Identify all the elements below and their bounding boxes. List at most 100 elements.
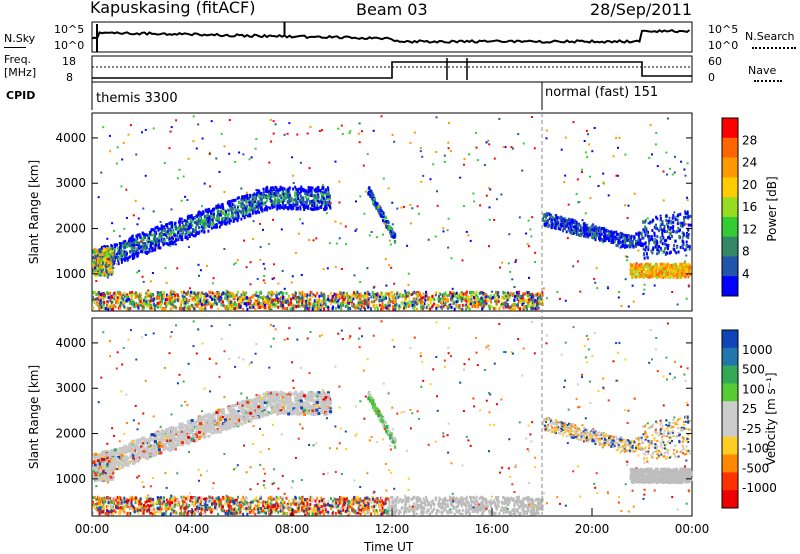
echo-cell (150, 306, 153, 310)
echo-cell (526, 291, 529, 295)
echo-cell (296, 300, 298, 304)
echo-cell (181, 238, 184, 242)
echo-cell (126, 307, 129, 311)
echo-cell (219, 210, 222, 214)
echo-cell (105, 261, 108, 265)
echo-cell (377, 209, 380, 213)
echo-cell (106, 251, 108, 255)
echo-cell (218, 221, 221, 225)
echo-cell (340, 268, 343, 270)
echo-cell (95, 280, 98, 283)
echo-cell (322, 297, 325, 301)
echo-cell (271, 303, 274, 307)
echo-cell (96, 302, 99, 306)
echo-cell (449, 291, 452, 295)
echo-cell (523, 305, 526, 309)
echo-cell (284, 299, 287, 303)
echo-cell (109, 150, 112, 153)
echo-cell (509, 307, 512, 311)
echo-cell (406, 301, 409, 305)
echo-cell (671, 235, 673, 238)
echo-cell (201, 291, 204, 295)
echo-cell (92, 256, 95, 260)
echo-cell (254, 197, 257, 201)
echo-cell (671, 173, 674, 176)
echo-cell (130, 246, 133, 250)
echo-cell (437, 295, 440, 299)
echo-cell (327, 190, 330, 194)
echo-cell (188, 299, 191, 302)
echo-cell (106, 270, 108, 274)
echo-cell (237, 214, 240, 217)
echo-cell (299, 207, 302, 211)
echo-cell (689, 214, 692, 218)
echo-cell (286, 189, 289, 193)
echo-cell (127, 133, 130, 136)
echo-cell (254, 147, 257, 150)
echo-cell (223, 191, 226, 193)
echo-cell (228, 301, 231, 305)
echo-cell (657, 229, 660, 233)
echo-cell (240, 202, 243, 206)
echo-cell (144, 128, 147, 131)
echo-cell (632, 244, 635, 248)
echo-cell (133, 292, 136, 296)
echo-cell (118, 248, 121, 252)
echo-cell (294, 185, 297, 189)
echo-cell (135, 153, 138, 156)
echo-cell (101, 292, 104, 296)
echo-cell (208, 153, 211, 155)
echo-cell (388, 295, 391, 298)
echo-cell (255, 301, 258, 305)
echo-cell (198, 291, 201, 295)
echo-cell (272, 299, 275, 302)
echo-cell (201, 301, 204, 304)
echo-cell (199, 220, 202, 224)
echo-cell (545, 137, 548, 140)
echo-cell (673, 211, 676, 214)
echo-cell (162, 225, 165, 229)
echo-cell (119, 246, 122, 250)
echo-cell (198, 301, 201, 305)
echo-cell (215, 292, 218, 296)
echo-cell (129, 239, 132, 243)
echo-cell (198, 307, 201, 311)
echo-cell (301, 200, 304, 204)
echo-cell (307, 206, 309, 210)
echo-cell (495, 198, 498, 201)
echo-cell (131, 235, 134, 239)
echo-cell (246, 300, 248, 304)
echo-cell (615, 230, 618, 234)
echo-cell (625, 244, 627, 248)
echo-cell (106, 248, 109, 251)
echo-cell (189, 225, 192, 229)
echo-cell (180, 299, 183, 303)
echo-cell (179, 304, 182, 307)
echo-cell (130, 296, 133, 300)
echo-cell (409, 204, 412, 206)
echo-cell (664, 252, 667, 256)
echo-cell (163, 307, 165, 311)
echo-cell (97, 269, 100, 273)
echo-cell (151, 272, 154, 274)
echo-cell (654, 143, 657, 146)
echo-cell (196, 294, 199, 298)
echo-cell (549, 215, 552, 219)
echo-cell (281, 298, 284, 302)
echo-cell (289, 206, 292, 209)
echo-cell (286, 297, 289, 301)
echo-cell (461, 297, 464, 301)
echo-cell (595, 229, 598, 233)
echo-cell (581, 171, 583, 174)
echo-cell (102, 297, 105, 301)
echo-cell (538, 302, 541, 306)
echo-cell (144, 296, 147, 299)
echo-cell (335, 296, 338, 300)
echo-cell (226, 290, 229, 294)
echo-cell (173, 300, 176, 303)
echo-cell (208, 303, 211, 307)
echo-cell (427, 297, 429, 301)
echo-cell (285, 299, 288, 303)
echo-cell (485, 296, 488, 300)
